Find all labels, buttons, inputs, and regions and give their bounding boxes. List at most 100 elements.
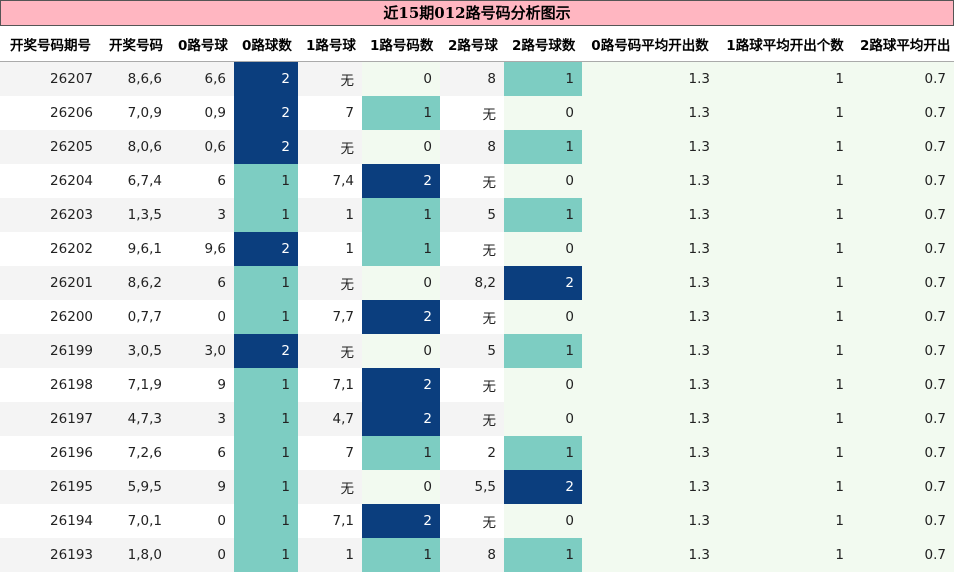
route2-balls-cell: 无 bbox=[440, 164, 504, 198]
route2-count-cell: 1 bbox=[504, 198, 582, 232]
draw-number-cell: 7,2,6 bbox=[101, 436, 170, 470]
route2-average-cell: 0.7 bbox=[852, 504, 954, 538]
draw-number-cell: 1,8,0 bbox=[101, 538, 170, 572]
period-cell: 26196 bbox=[0, 436, 101, 470]
route0-count-cell: 1 bbox=[234, 470, 298, 504]
route2-balls-cell: 无 bbox=[440, 368, 504, 402]
route2-count-cell: 1 bbox=[504, 436, 582, 470]
route2-balls-cell: 无 bbox=[440, 402, 504, 436]
route1-average-cell: 1 bbox=[718, 96, 852, 130]
route2-average-cell: 0.7 bbox=[852, 96, 954, 130]
route2-count-cell: 1 bbox=[504, 538, 582, 572]
route2-balls-cell: 8,2 bbox=[440, 266, 504, 300]
route0-count-cell: 1 bbox=[234, 164, 298, 198]
period-cell: 26200 bbox=[0, 300, 101, 334]
route1-count-cell: 1 bbox=[362, 96, 440, 130]
route1-average-cell: 1 bbox=[718, 470, 852, 504]
route0-balls-cell: 9 bbox=[170, 368, 234, 402]
route0-count-cell: 1 bbox=[234, 368, 298, 402]
route0-count-cell: 2 bbox=[234, 96, 298, 130]
route1-balls-cell: 无 bbox=[298, 130, 362, 164]
route1-balls-cell: 7,1 bbox=[298, 368, 362, 402]
route1-balls-cell: 7 bbox=[298, 96, 362, 130]
period-cell: 26206 bbox=[0, 96, 101, 130]
table-row: 26195 5,9,5 9 1 无 0 5,5 2 1.3 1 0.7 bbox=[0, 470, 954, 504]
period-cell: 26197 bbox=[0, 402, 101, 436]
draw-number-cell: 8,6,6 bbox=[101, 61, 170, 96]
route0-average-cell: 1.3 bbox=[582, 402, 718, 436]
route0-count-cell: 1 bbox=[234, 538, 298, 572]
route0-count-cell: 1 bbox=[234, 198, 298, 232]
draw-number-cell: 7,1,9 bbox=[101, 368, 170, 402]
route2-count-cell: 0 bbox=[504, 504, 582, 538]
draw-number-cell: 7,0,9 bbox=[101, 96, 170, 130]
route0-average-cell: 1.3 bbox=[582, 538, 718, 572]
route2-balls-cell: 2 bbox=[440, 436, 504, 470]
route2-average-cell: 0.7 bbox=[852, 538, 954, 572]
period-cell: 26205 bbox=[0, 130, 101, 164]
route2-balls-cell: 5,5 bbox=[440, 470, 504, 504]
route0-average-cell: 1.3 bbox=[582, 436, 718, 470]
route1-average-cell: 1 bbox=[718, 436, 852, 470]
route1-average-cell: 1 bbox=[718, 198, 852, 232]
route2-average-cell: 0.7 bbox=[852, 198, 954, 232]
route0-average-cell: 1.3 bbox=[582, 96, 718, 130]
route-analysis-table: 开奖号码期号 开奖号码 0路号球 0路球数 1路号球 1路号码数 2路号球 2路… bbox=[0, 27, 954, 572]
table-row: 26205 8,0,6 0,6 2 无 0 8 1 1.3 1 0.7 bbox=[0, 130, 954, 164]
route2-balls-cell: 8 bbox=[440, 538, 504, 572]
col-header-route2-balls: 2路号球 bbox=[440, 27, 504, 62]
table-row: 26200 0,7,7 0 1 7,7 2 无 0 1.3 1 0.7 bbox=[0, 300, 954, 334]
route1-average-cell: 1 bbox=[718, 300, 852, 334]
route1-count-cell: 0 bbox=[362, 130, 440, 164]
route1-balls-cell: 无 bbox=[298, 61, 362, 96]
col-header-route0-balls: 0路号球 bbox=[170, 27, 234, 62]
route0-average-cell: 1.3 bbox=[582, 266, 718, 300]
route1-count-cell: 0 bbox=[362, 334, 440, 368]
route1-balls-cell: 1 bbox=[298, 538, 362, 572]
route1-average-cell: 1 bbox=[718, 402, 852, 436]
period-cell: 26195 bbox=[0, 470, 101, 504]
route2-average-cell: 0.7 bbox=[852, 164, 954, 198]
period-cell: 26204 bbox=[0, 164, 101, 198]
col-header-route1-balls: 1路号球 bbox=[298, 27, 362, 62]
draw-number-cell: 8,6,2 bbox=[101, 266, 170, 300]
draw-number-cell: 8,0,6 bbox=[101, 130, 170, 164]
route0-count-cell: 2 bbox=[234, 232, 298, 266]
route0-count-cell: 1 bbox=[234, 436, 298, 470]
route1-average-cell: 1 bbox=[718, 130, 852, 164]
route0-balls-cell: 3 bbox=[170, 402, 234, 436]
route2-balls-cell: 无 bbox=[440, 96, 504, 130]
table-row: 26197 4,7,3 3 1 4,7 2 无 0 1.3 1 0.7 bbox=[0, 402, 954, 436]
draw-number-cell: 9,6,1 bbox=[101, 232, 170, 266]
route1-average-cell: 1 bbox=[718, 61, 852, 96]
route1-balls-cell: 无 bbox=[298, 470, 362, 504]
route1-average-cell: 1 bbox=[718, 164, 852, 198]
table-row: 26198 7,1,9 9 1 7,1 2 无 0 1.3 1 0.7 bbox=[0, 368, 954, 402]
header-row: 开奖号码期号 开奖号码 0路号球 0路球数 1路号球 1路号码数 2路号球 2路… bbox=[0, 27, 954, 62]
route1-balls-cell: 无 bbox=[298, 266, 362, 300]
route2-count-cell: 1 bbox=[504, 334, 582, 368]
route2-count-cell: 0 bbox=[504, 164, 582, 198]
draw-number-cell: 6,7,4 bbox=[101, 164, 170, 198]
period-cell: 26193 bbox=[0, 538, 101, 572]
route1-count-cell: 1 bbox=[362, 436, 440, 470]
route1-balls-cell: 7,1 bbox=[298, 504, 362, 538]
col-header-period: 开奖号码期号 bbox=[0, 27, 101, 62]
route2-count-cell: 2 bbox=[504, 470, 582, 504]
route1-count-cell: 2 bbox=[362, 402, 440, 436]
route0-count-cell: 1 bbox=[234, 402, 298, 436]
route2-balls-cell: 5 bbox=[440, 198, 504, 232]
route2-average-cell: 0.7 bbox=[852, 300, 954, 334]
route0-balls-cell: 0 bbox=[170, 538, 234, 572]
table-title: 近15期012路号码分析图示 bbox=[0, 0, 954, 26]
route0-balls-cell: 0 bbox=[170, 300, 234, 334]
table-row: 26203 1,3,5 3 1 1 1 5 1 1.3 1 0.7 bbox=[0, 198, 954, 232]
route1-balls-cell: 7,7 bbox=[298, 300, 362, 334]
draw-number-cell: 1,3,5 bbox=[101, 198, 170, 232]
route0-balls-cell: 3,0 bbox=[170, 334, 234, 368]
period-cell: 26201 bbox=[0, 266, 101, 300]
route0-balls-cell: 0,6 bbox=[170, 130, 234, 164]
draw-number-cell: 7,0,1 bbox=[101, 504, 170, 538]
draw-number-cell: 4,7,3 bbox=[101, 402, 170, 436]
route1-average-cell: 1 bbox=[718, 232, 852, 266]
